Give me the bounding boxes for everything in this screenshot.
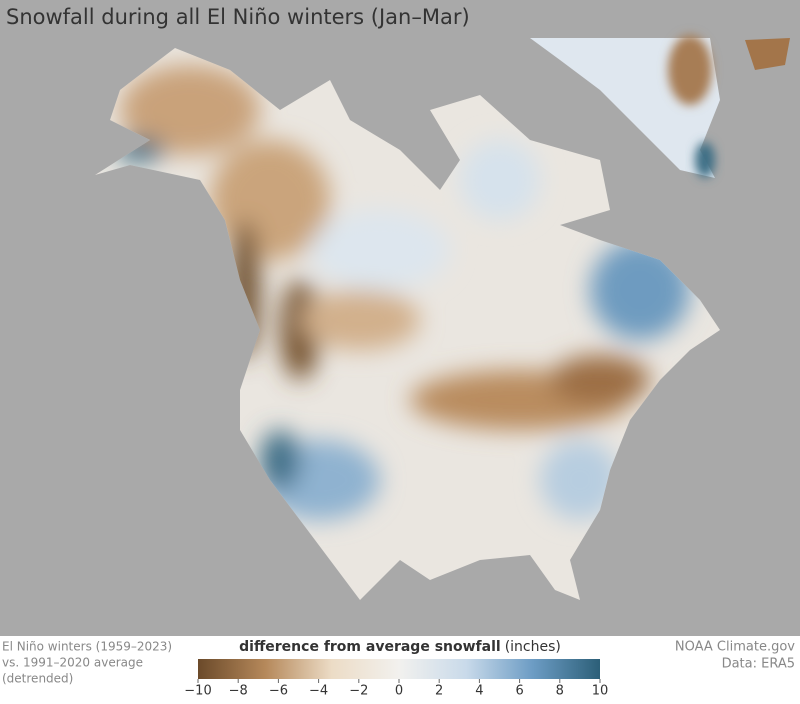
title: Snowfall during all El Niño winters (Jan… xyxy=(6,5,470,29)
credit: NOAA Climate.gov xyxy=(675,640,795,655)
greenland-dry xyxy=(668,35,712,105)
tick-label: 0 xyxy=(395,684,403,699)
tick-label: 4 xyxy=(475,684,483,699)
island xyxy=(745,38,790,70)
credit: Data: ERA5 xyxy=(722,657,795,672)
note-line: El Niño winters (1959–2023) xyxy=(2,640,172,654)
legend-unit: (inches) xyxy=(505,639,561,655)
tick-label: −4 xyxy=(309,684,328,699)
tick-label: 10 xyxy=(592,684,609,699)
tick-label: −8 xyxy=(229,684,248,699)
tick-label: 8 xyxy=(556,684,564,699)
tick-label: −2 xyxy=(349,684,368,699)
colorbar-ticks: −10 −8 −6 −4 −2 0 2 4 6 8 10 xyxy=(184,679,608,699)
tick-label: −10 xyxy=(184,684,211,699)
greenland-wet xyxy=(695,142,715,178)
tick-label: −6 xyxy=(269,684,288,699)
note-line: vs. 1991–2020 average xyxy=(2,656,143,670)
colorbar xyxy=(198,659,600,679)
note-line: (detrended) xyxy=(2,672,73,686)
legend-title-main: difference from average snowfall xyxy=(239,639,501,655)
tick-label: 2 xyxy=(435,684,443,699)
tick-label: 6 xyxy=(515,684,523,699)
notes: El Niño winters (1959–2023) vs. 1991–2020… xyxy=(2,640,172,686)
legend-title: difference from average snowfall (inches) xyxy=(239,639,561,655)
